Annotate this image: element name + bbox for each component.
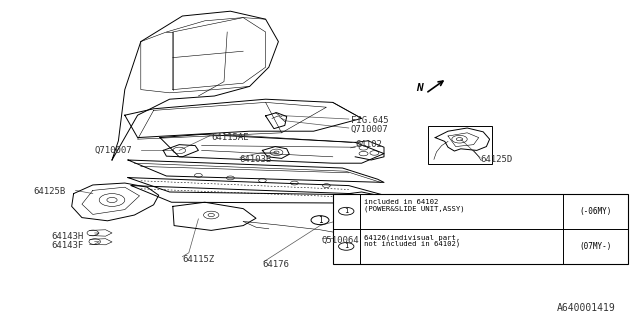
- Text: N: N: [415, 84, 422, 93]
- Text: 64103B: 64103B: [239, 155, 271, 164]
- Bar: [333, 194, 628, 264]
- Text: 64126(indivisual part,: 64126(indivisual part,: [364, 235, 460, 241]
- Text: (-06MY): (-06MY): [580, 207, 612, 216]
- Text: 1: 1: [344, 208, 348, 214]
- Text: (07MY-): (07MY-): [580, 242, 612, 251]
- Text: 1: 1: [317, 216, 323, 225]
- Text: 64102: 64102: [355, 140, 382, 149]
- Text: included in 64102: included in 64102: [364, 199, 438, 205]
- Bar: [428, 126, 492, 164]
- Text: Q710007: Q710007: [351, 125, 388, 134]
- Text: 64125D: 64125D: [480, 155, 512, 164]
- Text: 64125B: 64125B: [33, 188, 65, 196]
- Text: 64115Z: 64115Z: [182, 255, 214, 264]
- Text: not included in 64102): not included in 64102): [364, 241, 460, 247]
- Text: 64176: 64176: [262, 260, 289, 269]
- Text: Q710007: Q710007: [95, 146, 132, 155]
- Text: 64143H: 64143H: [51, 232, 83, 241]
- Text: 64115AE: 64115AE: [211, 133, 249, 142]
- Text: Q510064: Q510064: [321, 236, 359, 245]
- Text: A640001419: A640001419: [557, 303, 616, 313]
- Text: (POWER&SLIDE UNIT,ASSY): (POWER&SLIDE UNIT,ASSY): [364, 206, 464, 212]
- Text: FIG.645: FIG.645: [351, 116, 388, 125]
- Text: 64143F: 64143F: [51, 241, 83, 250]
- Text: 1: 1: [344, 244, 348, 249]
